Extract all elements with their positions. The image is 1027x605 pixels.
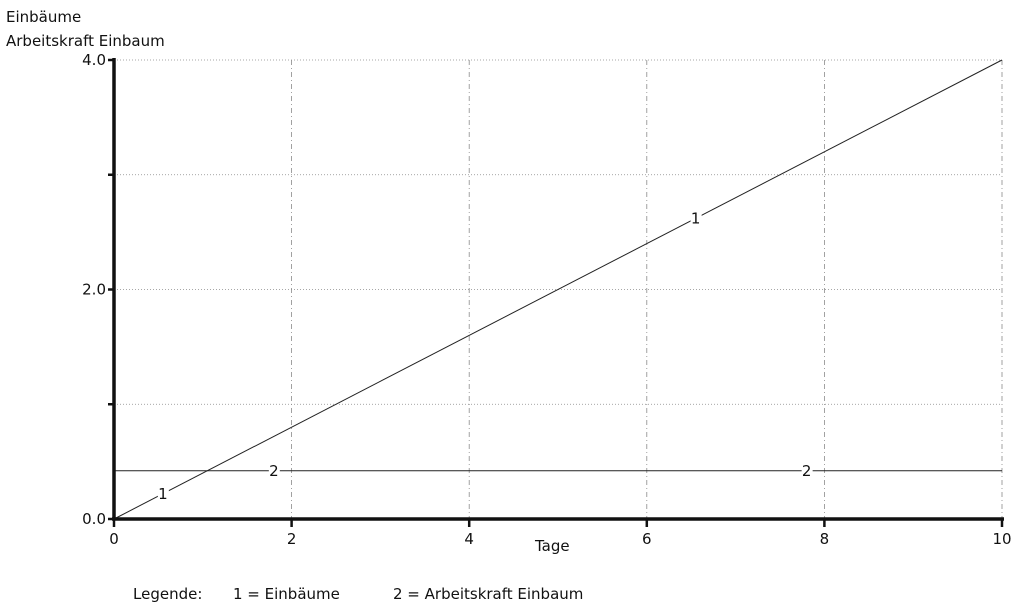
- series-line-1: [113, 59, 1003, 520]
- legend-entry-1: 1 = Einbäume: [233, 585, 340, 603]
- legend-entry-2: 2 = Arbeitskraft Einbaum: [393, 585, 583, 603]
- series-marker-2-0: 2: [269, 462, 279, 480]
- x-tick-label-1: 2: [287, 530, 297, 548]
- series-marker-1-0: 1: [158, 485, 168, 503]
- series-marker-bg-1-1: [690, 209, 702, 226]
- y-axis-label-line-1: Einbäume: [6, 8, 81, 26]
- x-tick-label-0: 0: [109, 530, 119, 548]
- series-marker-bg-2-1: [801, 461, 813, 478]
- tick-labels: 0.0 2.0 4.0 0 2 4 6 8 10: [82, 51, 1011, 548]
- x-tick-label-2: 4: [464, 530, 474, 548]
- x-tick-label-5: 10: [992, 530, 1011, 548]
- y-axis-label-line-2: Arbeitskraft Einbaum: [6, 32, 165, 50]
- series-marker-1-1: 1: [691, 209, 701, 227]
- y-tick-label-2: 2.0: [82, 281, 106, 299]
- y-tick-label-0: 0.0: [82, 510, 106, 528]
- series-lines: 1 1 2 2: [113, 59, 1003, 520]
- series-marker-bg-2-0: [268, 461, 280, 478]
- legend-prefix: Legende:: [133, 585, 202, 603]
- legend: Legende: 1 = Einbäume 2 = Arbeitskraft E…: [133, 585, 583, 603]
- x-tick-label-4: 8: [820, 530, 830, 548]
- axes: [108, 58, 1004, 527]
- y-tick-label-4: 4.0: [82, 51, 106, 69]
- x-tick-label-3: 6: [642, 530, 652, 548]
- series-marker-bg-1-0: [157, 484, 169, 501]
- x-axis-label: Tage: [534, 537, 570, 555]
- series-marker-2-1: 2: [802, 462, 812, 480]
